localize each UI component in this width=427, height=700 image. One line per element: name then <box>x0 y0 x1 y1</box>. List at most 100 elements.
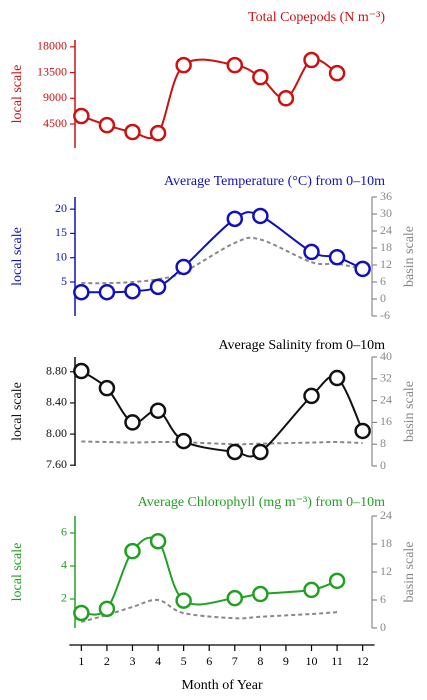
y-tick-label: 5 <box>61 274 67 288</box>
series-line <box>81 58 338 140</box>
x-tick-label: 1 <box>78 654 84 668</box>
y-tick-label: 8.80 <box>46 364 67 378</box>
series-line <box>81 211 364 294</box>
data-point <box>175 432 192 450</box>
data-point <box>328 572 346 590</box>
data-point <box>73 107 90 125</box>
y2-tick-label: 30 <box>380 206 392 220</box>
data-point <box>98 379 116 397</box>
x-axis-label: Month of Year <box>181 678 263 693</box>
data-point <box>149 532 167 550</box>
series-line <box>81 536 338 616</box>
y2-tick-label: 40 <box>380 349 392 363</box>
x-tick-label: 7 <box>232 654 238 668</box>
data-point <box>328 369 346 387</box>
x-tick-label: 3 <box>129 654 135 668</box>
y-tick-label: 4 <box>61 558 67 572</box>
y-tick-label: 15 <box>55 225 67 239</box>
y2-tick-label: 6 <box>380 274 386 288</box>
data-point <box>149 402 167 419</box>
y2-tick-label: 36 <box>380 189 392 203</box>
y-tick-label: 20 <box>55 201 67 215</box>
data-point <box>98 116 116 134</box>
y-tick-label: 9000 <box>43 90 67 104</box>
data-point <box>303 387 320 405</box>
data-point <box>175 56 192 74</box>
data-point <box>303 51 320 69</box>
series-line <box>81 598 338 623</box>
y2-tick-label: -6 <box>380 308 390 322</box>
x-tick-label: 4 <box>155 654 161 668</box>
data-point <box>226 589 244 607</box>
y2-tick-label: 24 <box>380 508 392 522</box>
data-point <box>149 124 167 142</box>
y-axis-label: local scale <box>10 543 25 602</box>
x-tick-label: 6 <box>206 654 212 668</box>
y2-tick-label: 0 <box>380 620 386 634</box>
chart-title: Average Salinity from 0–10m <box>218 338 385 353</box>
data-point <box>149 278 167 296</box>
y-tick-label: 4500 <box>43 116 67 130</box>
y-tick-label: 13500 <box>37 64 67 78</box>
series-line <box>81 236 363 285</box>
y-tick-label: 8.40 <box>46 395 67 409</box>
data-point <box>73 362 90 380</box>
y-tick-label: 8.00 <box>46 426 67 440</box>
data-point <box>328 248 346 266</box>
data-point <box>98 600 116 618</box>
y2-tick-label: 0 <box>380 458 386 472</box>
y2-tick-label: 0 <box>380 291 386 305</box>
data-point <box>73 604 90 622</box>
x-tick-label: 10 <box>306 654 318 668</box>
data-point <box>277 90 295 107</box>
y2-tick-label: 18 <box>380 240 392 254</box>
y2-tick-label: 16 <box>380 414 392 428</box>
data-point <box>303 243 320 261</box>
y2-tick-label: 12 <box>380 257 392 271</box>
data-point <box>124 282 141 300</box>
y2-tick-label: 24 <box>380 223 392 237</box>
y2-tick-label: 12 <box>380 564 392 578</box>
data-point <box>175 258 192 276</box>
data-point <box>354 422 371 440</box>
chart-title: Total Copepods (N m⁻³) <box>248 10 385 25</box>
data-point <box>328 64 346 82</box>
x-tick-label: 8 <box>257 654 263 668</box>
data-point <box>354 260 371 278</box>
data-point <box>175 592 192 609</box>
y-tick-label: 7.60 <box>46 457 67 471</box>
y-axis-label: local scale <box>10 227 25 286</box>
data-point <box>226 443 244 461</box>
data-point <box>252 207 269 225</box>
x-tick-label: 12 <box>357 654 369 668</box>
y-tick-label: 10 <box>55 249 67 263</box>
y2-tick-label: 18 <box>380 536 392 550</box>
y2-tick-label: 6 <box>380 592 386 606</box>
y2-tick-label: 32 <box>380 371 392 385</box>
y2-axis-label: basin scale <box>402 226 417 287</box>
y2-tick-label: 24 <box>380 392 392 406</box>
x-tick-label: 5 <box>181 654 187 668</box>
y-tick-label: 2 <box>61 591 67 605</box>
y2-axis-label: basin scale <box>402 381 417 442</box>
series-line <box>80 370 364 458</box>
data-point <box>252 443 269 461</box>
data-point <box>226 56 244 74</box>
data-point <box>124 542 141 560</box>
chart-title: Average Chlorophyll (mg m⁻³) from 0–10m <box>138 495 385 510</box>
chart-title: Average Temperature (°C) from 0–10m <box>164 174 385 189</box>
x-tick-label: 2 <box>104 654 110 668</box>
y-axis-label: local scale <box>10 65 25 124</box>
y-tick-label: 18000 <box>37 39 67 53</box>
data-point <box>98 283 116 301</box>
x-tick-label: 9 <box>283 654 289 668</box>
data-point <box>252 68 269 86</box>
data-point <box>73 283 90 301</box>
y2-tick-label: 8 <box>380 436 386 450</box>
y2-axis-label: basin scale <box>402 541 417 602</box>
data-point <box>303 581 320 599</box>
data-point <box>124 414 141 431</box>
x-tick-label: 11 <box>331 654 343 668</box>
series-line <box>81 440 363 446</box>
